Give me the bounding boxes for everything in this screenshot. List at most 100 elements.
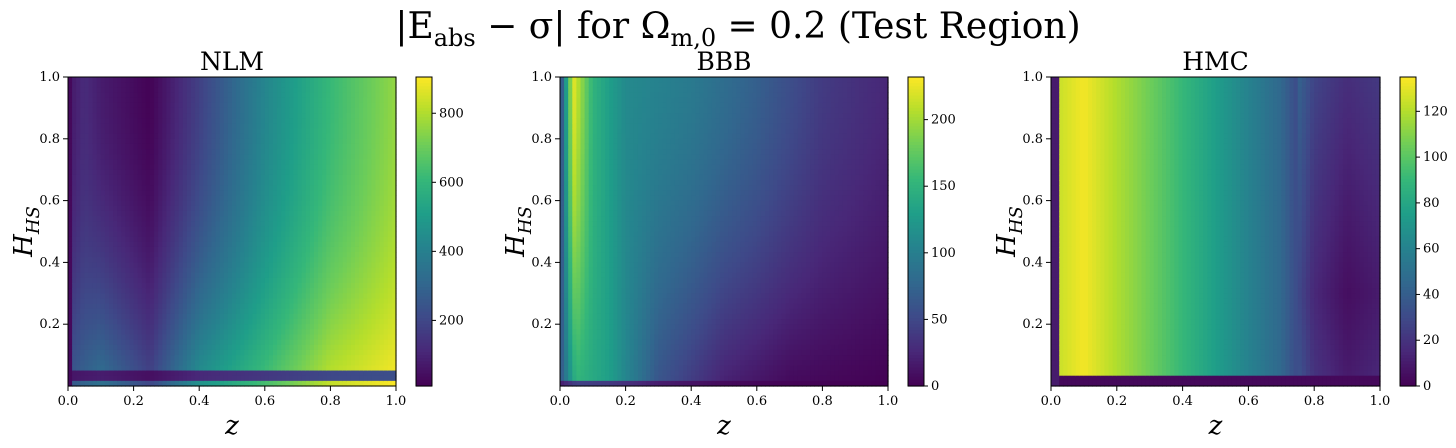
heatmap-cell xyxy=(191,200,196,207)
heatmap-cell xyxy=(281,190,286,197)
heatmap-cell xyxy=(256,380,262,387)
heatmap-cell xyxy=(326,370,331,377)
heatmap-cell xyxy=(88,365,94,372)
heatmap-cell xyxy=(186,102,192,109)
heatmap-cell xyxy=(72,231,77,238)
heatmap-cell xyxy=(68,324,73,330)
heatmap-cell xyxy=(211,77,217,83)
heatmap-cell xyxy=(371,288,377,294)
heatmap-cell xyxy=(232,365,237,372)
heatmap-cell xyxy=(232,107,237,114)
heatmap-cell xyxy=(387,92,393,99)
heatmap-cell xyxy=(256,241,262,248)
heatmap-cell xyxy=(72,143,77,150)
heatmap-cell xyxy=(318,82,323,88)
heatmap-cell xyxy=(191,92,196,99)
heatmap-cell xyxy=(191,190,196,197)
heatmap-cell xyxy=(309,159,315,166)
heatmap-cell xyxy=(150,143,155,150)
heatmap-cell xyxy=(186,334,192,341)
heatmap-cell xyxy=(129,319,135,325)
heatmap-cell xyxy=(166,293,172,300)
heatmap-cell xyxy=(338,87,344,94)
heatmap-cell xyxy=(297,180,303,186)
heatmap-cell xyxy=(375,246,381,253)
heatmap-cell xyxy=(293,272,299,279)
heatmap-cell xyxy=(371,82,377,88)
heatmap-cell xyxy=(264,174,270,181)
heatmap-cell xyxy=(215,169,221,176)
heatmap-cell xyxy=(322,329,327,336)
heatmap-cell xyxy=(371,308,377,315)
heatmap-cell xyxy=(121,283,126,289)
heatmap-cell xyxy=(342,324,348,330)
heatmap-cell xyxy=(252,133,258,140)
heatmap-cell xyxy=(158,195,163,202)
heatmap-cell xyxy=(84,77,90,83)
heatmap-cell xyxy=(297,339,303,346)
heatmap-cell xyxy=(137,92,143,99)
heatmap-cell xyxy=(178,92,184,99)
heatmap-cell xyxy=(379,380,385,387)
heatmap-cell xyxy=(80,97,85,104)
heatmap-cell xyxy=(96,324,102,330)
heatmap-cell xyxy=(371,154,377,160)
heatmap-cell xyxy=(232,355,237,361)
heatmap-cell xyxy=(227,288,233,294)
heatmap-cell xyxy=(117,257,122,263)
heatmap-cell xyxy=(277,113,282,119)
heatmap-cell xyxy=(133,375,139,382)
heatmap-cell xyxy=(129,195,135,202)
heatmap-cell xyxy=(379,329,385,336)
heatmap-cell xyxy=(203,380,208,387)
heatmap-cell xyxy=(76,272,81,279)
heatmap-cell xyxy=(178,236,184,243)
heatmap-cell xyxy=(186,190,192,197)
heatmap-cell xyxy=(92,298,98,305)
heatmap-cell xyxy=(211,355,217,361)
heatmap-cell xyxy=(285,303,290,310)
heatmap-cell xyxy=(162,329,167,336)
heatmap-cell xyxy=(170,339,176,346)
heatmap-cell xyxy=(203,319,208,325)
heatmap-cell xyxy=(391,143,397,150)
heatmap-cell xyxy=(383,246,389,253)
heatmap-cell xyxy=(84,303,90,310)
heatmap-cell xyxy=(68,149,73,155)
heatmap-cell xyxy=(326,205,331,212)
heatmap-cell xyxy=(264,164,270,171)
heatmap-cell xyxy=(178,262,184,269)
heatmap-cell xyxy=(232,138,237,145)
heatmap-cell xyxy=(76,92,81,99)
heatmap-cell xyxy=(129,107,135,114)
heatmap-cell xyxy=(285,272,290,279)
heatmap-cell xyxy=(318,349,323,356)
heatmap-cell xyxy=(207,246,213,253)
heatmap-cell xyxy=(137,257,143,263)
heatmap-cell xyxy=(207,375,213,382)
heatmap-cell xyxy=(342,344,348,351)
heatmap-cell xyxy=(186,133,192,140)
heatmap-cell xyxy=(154,102,159,109)
heatmap-cell xyxy=(174,169,180,176)
heatmap-cell xyxy=(223,159,229,166)
heatmap-cell xyxy=(281,143,286,150)
heatmap-cell xyxy=(314,246,319,253)
heatmap-cell xyxy=(346,87,352,94)
heatmap-cell xyxy=(248,195,254,202)
heatmap-cell xyxy=(166,360,172,366)
heatmap-cell xyxy=(314,344,319,351)
heatmap-cell xyxy=(104,313,110,320)
heatmap-cell xyxy=(244,123,249,130)
heatmap-cell xyxy=(133,293,139,300)
heatmap-cell xyxy=(375,252,381,258)
heatmap-cell xyxy=(150,375,155,382)
heatmap-cell xyxy=(355,180,360,186)
heatmap-cell xyxy=(322,82,327,88)
heatmap-cell xyxy=(314,77,319,83)
heatmap-cell xyxy=(178,210,184,217)
heatmap-cell xyxy=(318,216,323,222)
heatmap-cell xyxy=(133,277,139,284)
heatmap-cell xyxy=(92,195,98,202)
heatmap-cell xyxy=(244,375,249,382)
